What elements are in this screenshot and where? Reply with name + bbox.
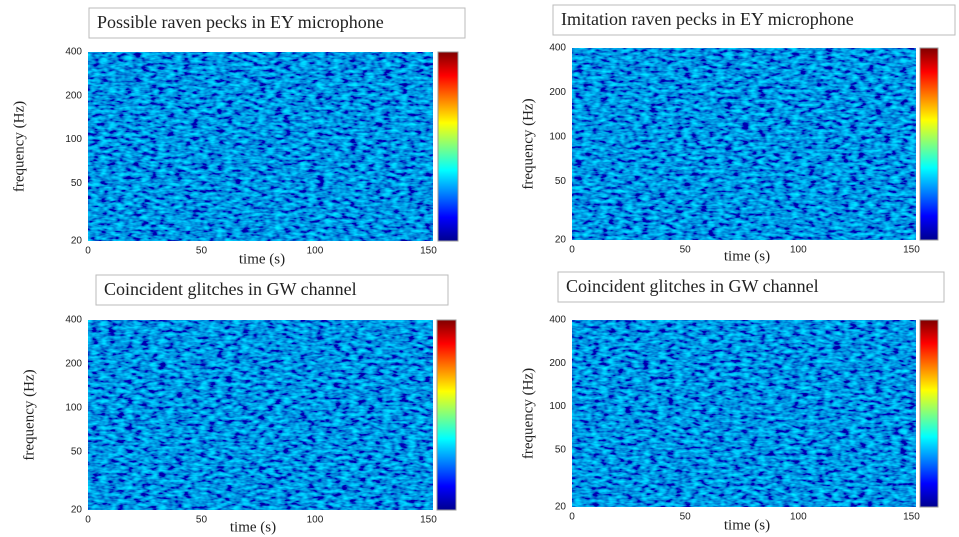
y-axis-label: frequency (Hz) (21, 369, 37, 460)
panel-title: Coincident glitches in GW channel (104, 279, 357, 299)
y-tick-label: 100 (549, 131, 566, 142)
panel-title: Coincident glitches in GW channel (566, 276, 819, 296)
x-axis-label: time (s) (724, 517, 770, 533)
x-tick-label: 0 (85, 246, 91, 257)
x-tick-label: 150 (903, 245, 920, 256)
y-axis-label: frequency (Hz) (11, 101, 27, 192)
x-tick-label: 100 (790, 245, 807, 256)
y-tick-label: 200 (549, 358, 566, 369)
y-tick-label: 50 (555, 176, 567, 187)
x-tick-label: 100 (790, 512, 807, 523)
x-tick-label: 100 (307, 515, 324, 526)
spectrogram-image (572, 320, 916, 507)
x-tick-label: 50 (196, 246, 208, 257)
y-tick-label: 400 (549, 315, 566, 326)
colorbar (437, 51, 459, 242)
colorbar (919, 319, 939, 508)
x-tick-label: 50 (196, 515, 208, 526)
y-tick-label: 50 (555, 444, 567, 455)
y-tick-label: 400 (65, 315, 82, 326)
x-tick-label: 150 (420, 515, 437, 526)
y-tick-label: 50 (71, 447, 83, 458)
y-tick-label: 200 (65, 359, 82, 370)
title-box (95, 274, 449, 306)
title-box (88, 7, 466, 39)
y-tick-label: 20 (71, 236, 83, 247)
y-tick-label: 100 (549, 401, 566, 412)
x-tick-label: 50 (680, 512, 692, 523)
x-axis-label: time (s) (230, 519, 276, 535)
y-tick-label: 50 (71, 178, 83, 189)
y-tick-label: 400 (65, 47, 82, 58)
y-tick-label: 200 (549, 87, 566, 98)
x-tick-label: 100 (307, 246, 324, 257)
y-tick-label: 100 (65, 134, 82, 145)
y-tick-label: 20 (555, 235, 567, 246)
title-box (557, 271, 945, 303)
x-tick-label: 0 (569, 245, 575, 256)
x-tick-label: 150 (420, 246, 437, 257)
colorbar (436, 319, 457, 511)
panel-title: Imitation raven pecks in EY microphone (561, 9, 854, 29)
y-tick-label: 400 (549, 43, 566, 54)
spectrogram-image (88, 320, 433, 510)
x-tick-label: 0 (569, 512, 575, 523)
y-axis-label: frequency (Hz) (520, 368, 536, 459)
title-box (552, 4, 956, 36)
y-tick-label: 100 (65, 403, 82, 414)
colorbar (919, 47, 939, 241)
x-tick-label: 50 (680, 245, 692, 256)
x-axis-label: time (s) (724, 248, 770, 264)
y-axis-label: frequency (Hz) (520, 98, 536, 189)
y-tick-label: 200 (65, 90, 82, 101)
x-tick-label: 0 (85, 515, 91, 526)
spectrogram-image (88, 52, 433, 241)
y-tick-label: 20 (555, 502, 567, 513)
spectrogram-image (572, 48, 916, 240)
x-tick-label: 150 (903, 512, 920, 523)
x-axis-label: time (s) (239, 251, 285, 267)
panel-title: Possible raven pecks in EY microphone (97, 12, 384, 32)
y-tick-label: 20 (71, 505, 83, 516)
